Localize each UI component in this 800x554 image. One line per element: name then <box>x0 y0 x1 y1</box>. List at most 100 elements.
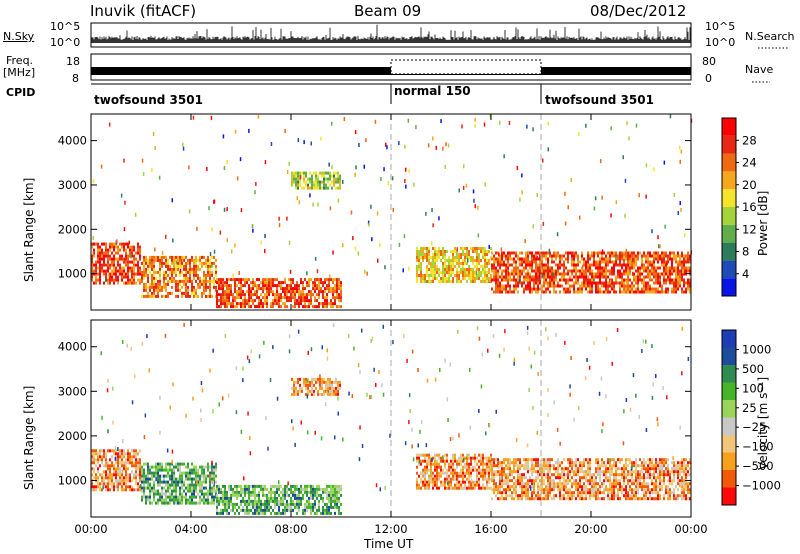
heatmap-cell <box>258 508 260 512</box>
heatmap-cell <box>181 480 183 484</box>
heatmap-cell <box>326 487 328 491</box>
heatmap-cell <box>325 383 327 387</box>
heatmap-cell <box>209 291 211 295</box>
heatmap-cell <box>460 474 462 478</box>
heatmap-cell <box>304 287 306 291</box>
echo-cell <box>635 123 638 128</box>
heatmap-cell <box>165 273 167 277</box>
heatmap-cell <box>306 296 308 300</box>
echo-cell <box>329 206 332 211</box>
heatmap-cell <box>422 280 424 283</box>
echo-cell <box>342 243 344 248</box>
heatmap-cell <box>125 458 127 462</box>
heatmap-cell <box>304 293 306 297</box>
heatmap-cell <box>511 473 513 477</box>
heatmap-cell <box>129 278 131 282</box>
heatmap-cell <box>226 502 228 506</box>
heatmap-cell <box>99 473 101 477</box>
heatmap-cell <box>317 183 319 187</box>
heatmap-cell <box>91 482 93 486</box>
heatmap-cell <box>525 482 527 486</box>
heatmap-cell <box>145 294 147 298</box>
heatmap-cell <box>312 487 314 491</box>
heatmap-cell <box>224 502 226 506</box>
heatmap-cell <box>535 290 537 294</box>
heatmap-cell <box>315 171 317 175</box>
heatmap-cell <box>218 293 220 297</box>
heatmap-cell <box>422 480 424 484</box>
heatmap-cell <box>567 482 569 486</box>
heatmap-cell <box>327 386 329 390</box>
heatmap-cell <box>689 254 691 258</box>
heatmap-cell <box>238 302 240 306</box>
heatmap-cell <box>238 281 240 285</box>
heatmap-cell <box>159 474 161 478</box>
heatmap-cell <box>183 480 185 484</box>
heatmap-cell <box>491 473 493 477</box>
heatmap-cell <box>553 473 555 477</box>
echo-cell <box>288 161 290 166</box>
heatmap-cell <box>298 293 300 297</box>
heatmap-cell <box>322 508 324 512</box>
echo-cell <box>92 179 95 184</box>
heatmap-cell <box>436 253 438 256</box>
heatmap-cell <box>103 464 105 468</box>
heatmap-cell <box>232 305 234 309</box>
heatmap-cell <box>629 272 631 276</box>
heatmap-cell <box>292 281 294 285</box>
heatmap-cell <box>450 265 452 268</box>
heatmap-cell <box>482 462 484 466</box>
heatmap-cell <box>143 273 145 277</box>
heatmap-cell <box>615 260 617 264</box>
heatmap-cell <box>452 253 454 256</box>
heatmap-cell <box>205 498 207 502</box>
heatmap-cell <box>595 290 597 294</box>
heatmap-cell <box>177 258 179 262</box>
heatmap-cell <box>583 272 585 276</box>
heatmap-cell <box>653 257 655 261</box>
heatmap-cell <box>181 255 183 259</box>
echo-cell <box>165 234 167 239</box>
heatmap-cell <box>587 458 589 462</box>
heatmap-cell <box>535 275 537 279</box>
heatmap-cell <box>549 479 551 483</box>
heatmap-cell <box>323 377 325 381</box>
heatmap-cell <box>486 253 488 256</box>
echo-cell <box>622 155 624 160</box>
heatmap-cell <box>585 263 587 267</box>
echo-cell <box>384 265 386 270</box>
heatmap-cell <box>291 183 293 187</box>
heatmap-cell <box>295 392 297 396</box>
heatmap-cell <box>462 471 464 475</box>
heatmap-cell <box>503 467 505 471</box>
heatmap-cell <box>205 279 207 283</box>
echo-cell <box>673 193 676 197</box>
heatmap-cell <box>466 274 468 277</box>
heatmap-cell <box>313 383 315 387</box>
heatmap-cell <box>507 251 509 255</box>
heatmap-cell <box>294 284 296 288</box>
heatmap-cell <box>559 491 561 495</box>
echo-cell <box>366 271 368 276</box>
date-title: 08/Dec/2012 <box>590 2 687 20</box>
heatmap-cell <box>292 278 294 282</box>
heatmap-cell <box>517 476 519 480</box>
heatmap-cell <box>335 177 337 181</box>
heatmap-cell <box>242 505 244 509</box>
heatmap-cell <box>296 281 298 285</box>
heatmap-cell <box>119 452 121 456</box>
heatmap-cell <box>681 278 683 282</box>
heatmap-cell <box>187 288 189 292</box>
heatmap-cell <box>213 495 215 499</box>
heatmap-cell <box>293 177 295 181</box>
heatmap-cell <box>553 278 555 282</box>
heatmap-cell <box>689 281 691 285</box>
heatmap-cell <box>667 290 669 294</box>
heatmap-cell <box>527 497 529 501</box>
heatmap-cell <box>117 461 119 465</box>
echo-cell <box>236 176 239 181</box>
heatmap-cell <box>557 284 559 288</box>
heatmap-cell <box>201 264 203 268</box>
heatmap-cell <box>169 270 171 274</box>
heatmap-cell <box>330 493 332 497</box>
